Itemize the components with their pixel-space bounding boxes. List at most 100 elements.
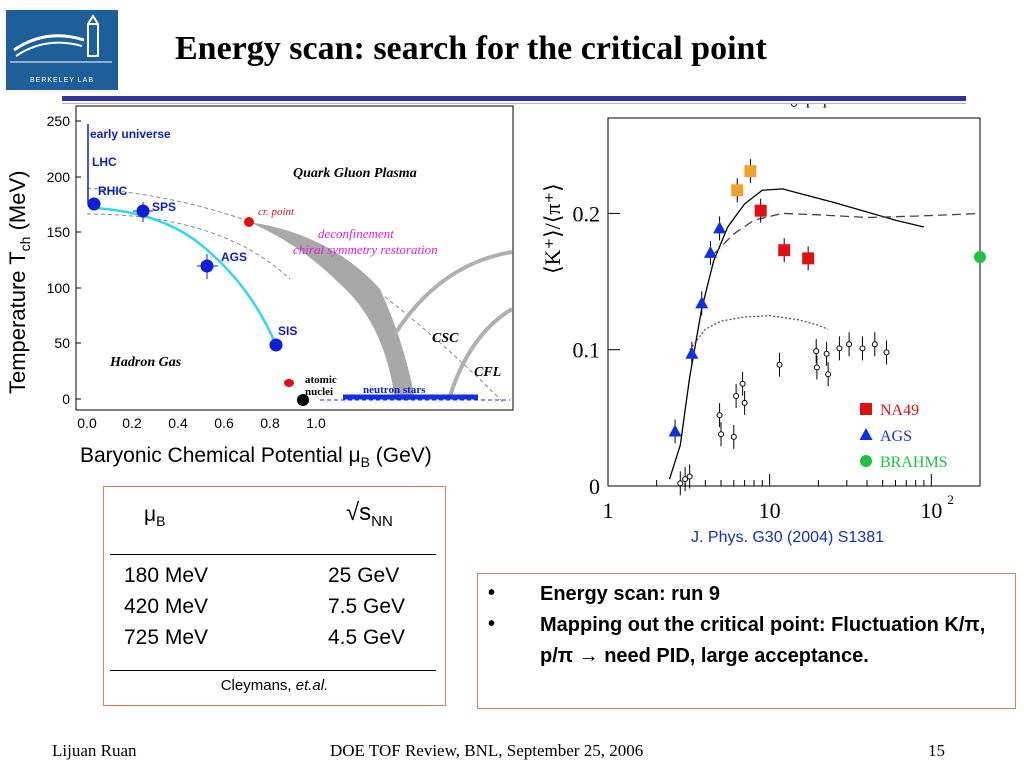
point-ags	[695, 296, 709, 309]
bullet-marker: •	[488, 613, 496, 635]
phase-y-axis-label: Temperature Tch (MeV)	[5, 171, 33, 394]
table-cell-mu: 725 MeV	[124, 626, 209, 649]
label-lhc: LHC	[92, 155, 117, 169]
y-tick: 150	[47, 224, 71, 240]
x-tick: 0.8	[260, 415, 280, 431]
label-critical-point: cr. point	[258, 206, 295, 218]
legend-marker	[860, 455, 872, 467]
label-csc: CSC	[432, 331, 459, 346]
point-p-p	[677, 480, 684, 487]
point-na49	[778, 244, 791, 257]
energy-table: μB √sNN 180 MeV 25 GeV 420 MeV 7.5 GeV 7…	[103, 486, 446, 706]
phase-x-axis-label: Baryonic Chemical Potential μB (GeV)	[80, 444, 432, 470]
legend-marker	[859, 428, 873, 440]
point-orange	[744, 165, 757, 178]
point-p-p	[859, 345, 866, 352]
logo-text: BERKELEY LAB	[29, 77, 94, 84]
table-cell-mu: 420 MeV	[124, 595, 209, 618]
bullet-text: Energy scan: run 9	[540, 583, 721, 605]
model-curve-dotted	[689, 314, 829, 351]
title-divider-shadow	[62, 103, 966, 104]
table-cell-sqrts: 7.5 GeV	[328, 595, 406, 618]
y-tick: 250	[47, 113, 71, 129]
table-divider	[110, 554, 436, 555]
point-ags	[703, 245, 717, 258]
table-cell-sqrts: 25 GeV	[328, 564, 400, 587]
label-neutron-stars: neutron stars	[363, 384, 426, 396]
point-p-p	[718, 431, 725, 438]
legend-label: NA49	[880, 402, 919, 419]
bullet-marker: •	[488, 582, 496, 604]
point-p-p	[846, 341, 853, 348]
x-tick-label: 10	[759, 498, 781, 523]
point-p-p	[823, 350, 830, 357]
point-na49	[754, 204, 767, 217]
point-p-p	[741, 399, 748, 406]
point-ags	[668, 424, 682, 437]
legend-label: AGS	[880, 428, 912, 445]
table-cell-sqrts: 4.5 GeV	[328, 626, 406, 649]
svg-text:Temperature Tch (MeV): Temperature Tch (MeV)	[5, 171, 33, 394]
point-p-p	[776, 361, 783, 368]
nuclei-red-marker	[284, 379, 294, 387]
point-p-p	[813, 364, 820, 371]
point-orange	[731, 184, 744, 197]
x-tick: 1.0	[306, 415, 326, 431]
y-tick-label: 0.1	[573, 338, 601, 363]
y-tick: 0	[62, 391, 70, 407]
kpi-y-axis-label: ⟨K⁺⟩/⟨π⁺⟩	[540, 183, 565, 274]
point-p-p	[813, 348, 820, 355]
table-divider	[110, 670, 436, 671]
point-p-p	[682, 476, 689, 483]
phase-diagram: Temperature Tch (MeV) 250 200 150 100 50…	[5, 105, 514, 470]
legend-label: BRAHMS	[880, 454, 948, 471]
title-divider	[62, 96, 966, 101]
point-p-p	[825, 371, 832, 378]
table-header-sqrts: √sNN	[346, 499, 393, 530]
point-p-p	[686, 473, 693, 480]
kpi-ratio-chart: ⟨K⁺⟩/⟨π⁺⟩ 0 0.1 0.2 1 10 10 2 NA49 AGS BRAHMS p+p	[540, 104, 986, 523]
model-curve-dashed	[713, 212, 981, 255]
point-p-p	[883, 349, 890, 356]
point-p-p	[733, 393, 740, 400]
point-p-p	[836, 345, 843, 352]
footer-author: Lijuan Ruan	[52, 741, 137, 760]
label-nuclei: nuclei	[305, 386, 333, 398]
legend-marker	[791, 104, 797, 107]
cfl-boundary	[448, 307, 514, 397]
label-sis: SIS	[278, 324, 297, 338]
bullet-text: Mapping out the critical point: Fluctuat…	[540, 614, 986, 667]
legend-marker	[860, 403, 872, 415]
legend-label: p+p	[806, 104, 831, 108]
label-hadron-gas: Hadron Gas	[109, 355, 182, 370]
y-tick-label: 0	[589, 474, 600, 499]
journal-reference: J. Phys. G30 (2004) S1381	[691, 529, 884, 546]
bullet-box: • Energy scan: run 9 • Mapping out the c…	[477, 573, 1016, 709]
label-chiral-symmetry: chiral symmetry restoration	[293, 242, 438, 257]
logo-building-icon	[10, 14, 112, 63]
table-header-mu: μB	[144, 503, 166, 530]
freezeout-curve	[93, 206, 278, 346]
slide-title: Energy scan: search for the critical poi…	[175, 30, 767, 67]
x-tick: 0.0	[77, 415, 97, 431]
point-na49	[802, 252, 815, 265]
x-tick: 0.6	[214, 415, 234, 431]
point-p-p	[730, 433, 737, 440]
label-deconfinement: deconfinement	[318, 226, 394, 241]
point-p-p	[716, 412, 723, 419]
label-sps: SPS	[152, 200, 176, 214]
csc-boundary	[393, 250, 513, 336]
footer-event: DOE TOF Review, BNL, September 25, 2006	[330, 741, 644, 760]
x-tick: 0.2	[122, 415, 142, 431]
x-tick: 0.4	[168, 415, 188, 431]
label-atomic: atomic	[305, 374, 337, 386]
sis-point	[269, 338, 283, 352]
y-tick: 200	[47, 169, 71, 185]
label-early-universe: early universe	[90, 127, 171, 141]
table-credit: Cleymans, et.al.	[220, 677, 329, 694]
berkeley-lab-logo: BERKELEY LAB	[6, 10, 118, 90]
lower-boundary	[86, 213, 291, 280]
y-tick: 50	[54, 335, 70, 351]
point-ags	[713, 221, 727, 234]
kpi-plot-frame	[607, 117, 981, 487]
